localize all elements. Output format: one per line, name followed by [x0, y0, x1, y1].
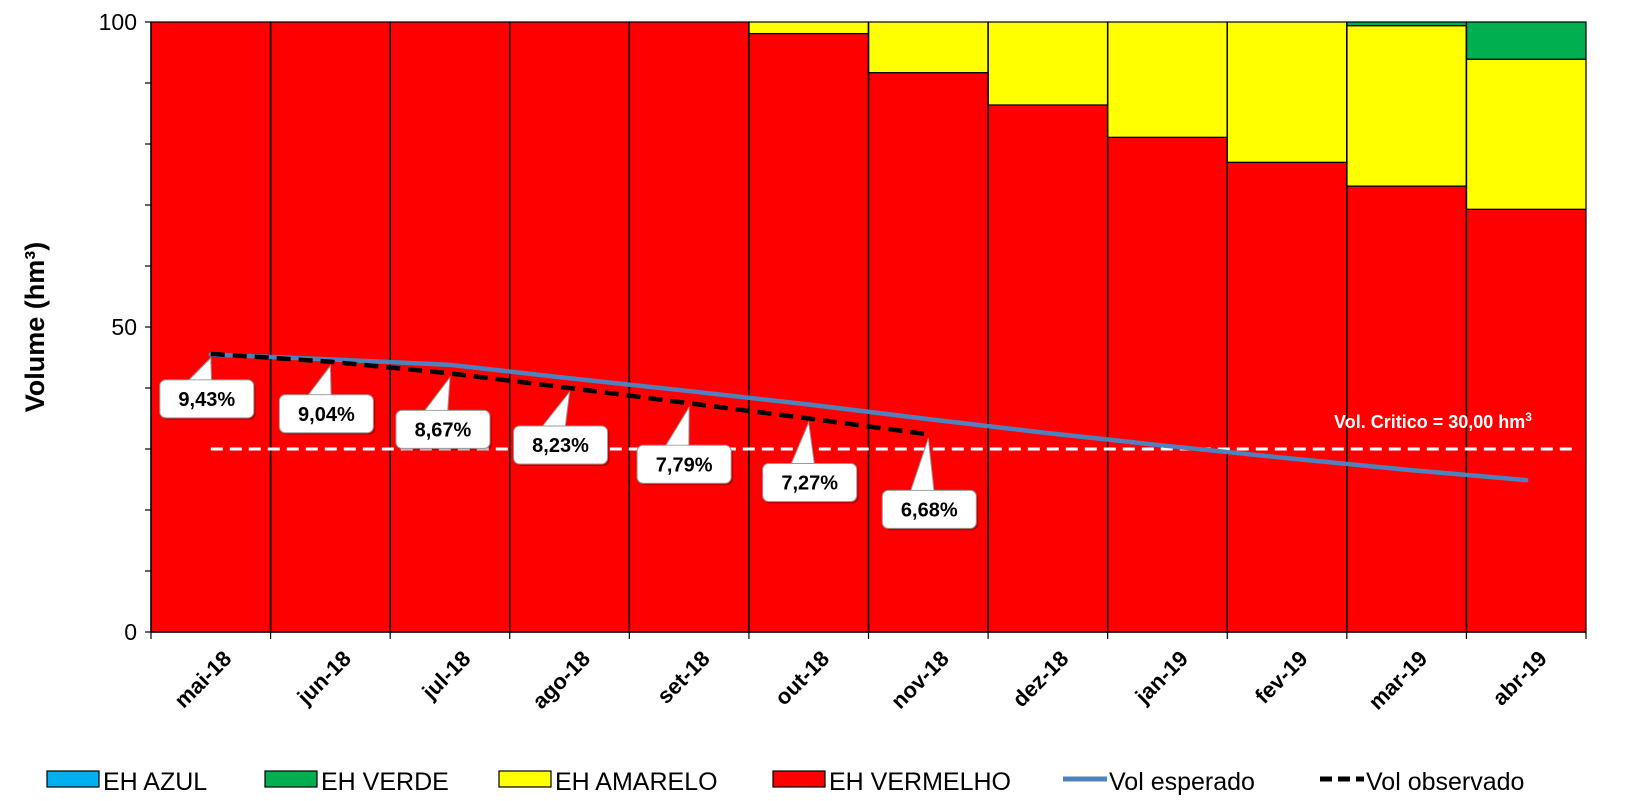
bar-eh-verde-mar-19: [1346, 21, 1468, 27]
lines-layer: [208, 351, 1529, 483]
legend-swatch: [772, 770, 826, 788]
callout-box: [278, 394, 374, 434]
bar-eh-amarelo-jan-19: [1107, 21, 1228, 138]
x-tick-label: nov-18: [886, 646, 954, 714]
x-tick-label: dez-18: [1007, 646, 1073, 712]
y-tick-label: 100: [99, 9, 137, 35]
callout-set-18: 7,79%: [636, 405, 734, 486]
callout-out-18: 7,27%: [762, 420, 859, 504]
x-tick-label: abr-19: [1487, 646, 1551, 710]
bar-eh-vermelho-fev-19: [1226, 161, 1348, 633]
legend-swatch: [498, 770, 552, 788]
bar-eh-vermelho-jul-18: [389, 21, 511, 633]
legend-item-vol-esperado: Vol esperado: [1063, 768, 1255, 796]
callout-mai-18: 9,43%: [159, 356, 256, 420]
bar-eh-vermelho-nov-18: [867, 72, 989, 633]
callout-box: [762, 463, 858, 502]
x-tick-label: jun-18: [292, 646, 356, 710]
bar-eh-vermelho-ago-18: [509, 21, 630, 633]
bar-eh-vermelho-abr-19: [1465, 208, 1587, 633]
critical-volume-label-main: Vol. Critico = 30,00 hm: [1334, 412, 1525, 432]
callout-box: [395, 409, 491, 449]
bar-eh-amarelo-abr-19: [1465, 58, 1587, 210]
bar-eh-vermelho-dez-18: [987, 104, 1109, 633]
callout-label: 8,23%: [532, 435, 589, 457]
callout-label: 7,79%: [656, 454, 713, 476]
callout-label: 7,27%: [781, 473, 838, 495]
bar-eh-amarelo-fev-19: [1226, 21, 1348, 163]
x-tick-label: jul-18: [416, 646, 475, 705]
bar-eh-vermelho-jun-18: [269, 21, 391, 633]
bar-eh-vermelho-mar-19: [1346, 185, 1468, 633]
legend-item-vol-observado: Vol observado: [1320, 768, 1524, 796]
bar-eh-amarelo-out-18: [748, 21, 870, 35]
callout-label: 9,04%: [298, 404, 355, 426]
y-axis-title: Volume (hm³): [20, 242, 50, 413]
bar-eh-amarelo-dez-18: [987, 21, 1109, 106]
bar-eh-vermelho-out-18: [748, 32, 870, 633]
legend-label: EH VERMELHO: [829, 768, 1011, 796]
callout-box: [513, 425, 609, 465]
callout-ago-18: 8,23%: [513, 390, 610, 466]
critical-volume-label-sup: 3: [1525, 410, 1532, 424]
legend-item-eh-vermelho: EH VERMELHO: [772, 768, 1011, 796]
callout-label: 6,68%: [901, 499, 958, 521]
critical-volume-label: Vol. Critico = 30,00 hm3: [1334, 410, 1532, 432]
legend-label: EH AMARELO: [555, 768, 718, 796]
callout-box: [881, 489, 977, 529]
bar-eh-vermelho-jan-19: [1107, 136, 1228, 633]
callout-box: [159, 379, 255, 419]
bars-layer: [150, 21, 1587, 633]
legend-item-eh-azul: EH AZUL: [46, 768, 207, 796]
x-tick-label: jan-19: [1130, 646, 1193, 709]
bar-eh-verde-abr-19: [1465, 21, 1587, 60]
legend-item-eh-amarelo: EH AMARELO: [498, 768, 718, 796]
y-tick-label: 0: [124, 619, 137, 645]
x-tick-label: fev-19: [1250, 646, 1313, 709]
x-tick-label: out-18: [770, 646, 834, 710]
legend-label: Vol esperado: [1109, 768, 1255, 796]
callout-nov-18: 6,68%: [881, 438, 979, 531]
callout-box: [636, 444, 732, 484]
legend: EH AZUL EH VERDE EH AMARELO EH VERMELHO Vol …: [46, 768, 1524, 796]
critical-line-layer: Vol. Critico = 30,00 hm3: [210, 410, 1576, 451]
legend-swatch: [264, 770, 318, 788]
x-tick-label: mai-18: [169, 646, 236, 713]
callout-layer: 9,43% 9,04% 8,67% 8,23% 7,79% 7,27% 6,68%: [159, 356, 979, 531]
legend-item-eh-verde: EH VERDE: [264, 768, 449, 796]
legend-label: Vol observado: [1366, 768, 1524, 796]
callout-jul-18: 8,67%: [395, 375, 492, 451]
x-tick-label: ago-18: [527, 646, 595, 714]
bar-eh-amarelo-mar-19: [1346, 25, 1468, 187]
line-vol-esperado: [208, 352, 1529, 483]
bar-eh-vermelho-set-18: [628, 21, 750, 633]
callout-jun-18: 9,04%: [278, 364, 376, 435]
legend-label: EH AZUL: [103, 768, 207, 796]
legend-label: EH VERDE: [321, 768, 449, 796]
legend-swatch: [46, 770, 100, 788]
x-tick-label: set-18: [652, 646, 715, 709]
x-tick-label: mar-19: [1363, 646, 1432, 715]
y-tick-label: 50: [111, 314, 137, 340]
bar-eh-amarelo-nov-18: [867, 21, 989, 74]
callout-label: 8,67%: [415, 419, 472, 441]
callout-label: 9,43%: [178, 389, 235, 411]
line-vol-observado: [210, 351, 929, 437]
bar-eh-vermelho-mai-18: [150, 21, 272, 633]
